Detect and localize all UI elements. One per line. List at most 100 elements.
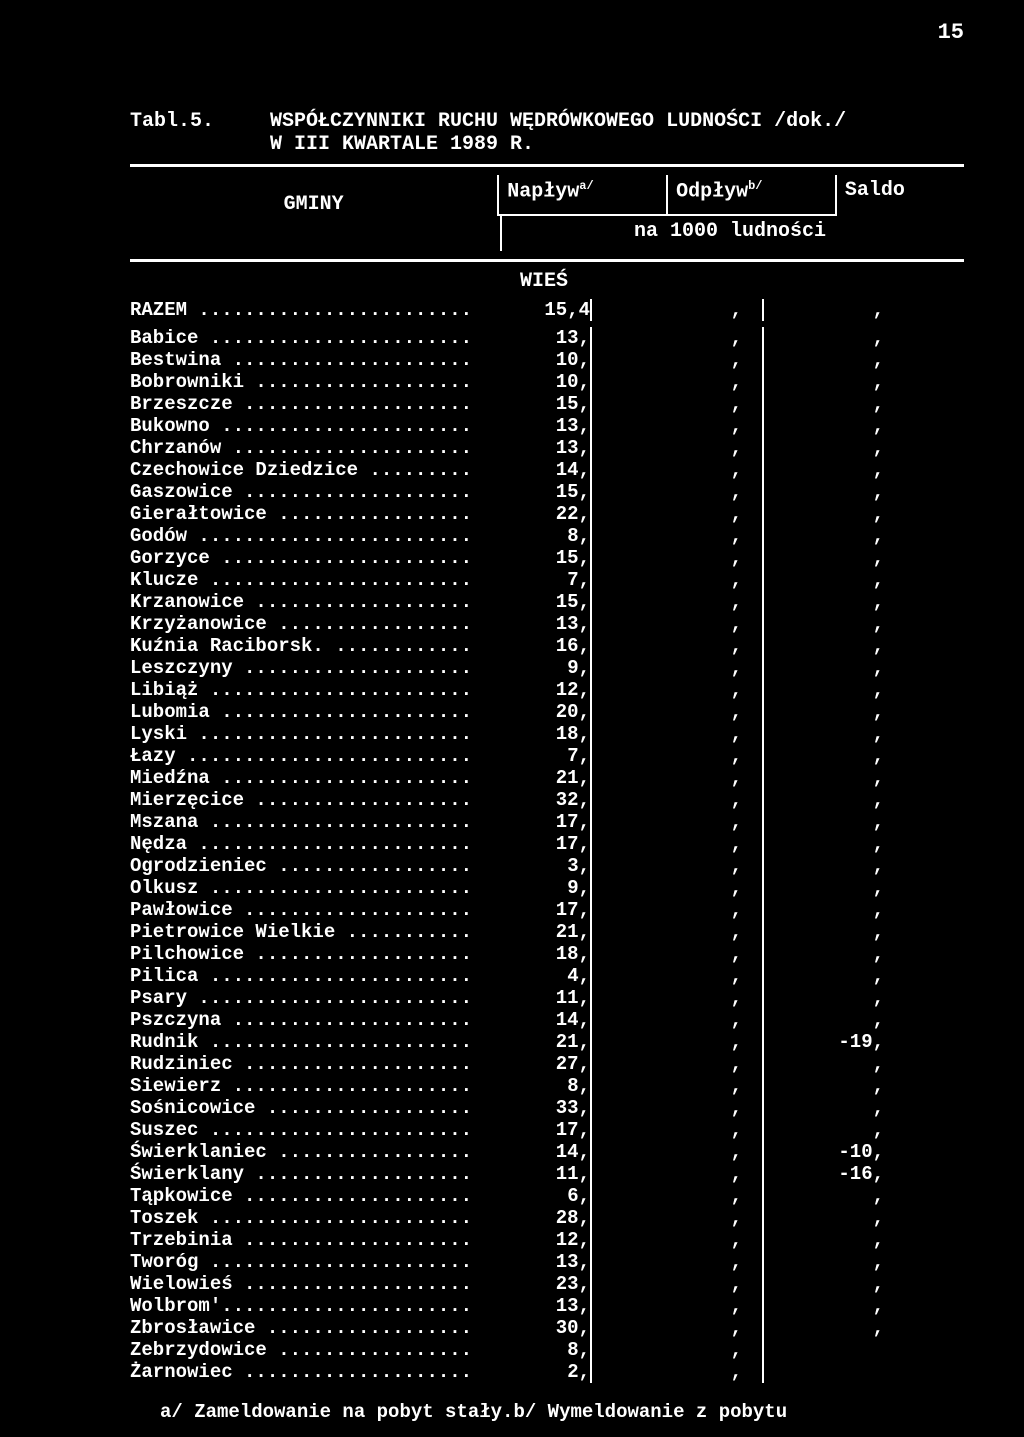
row-saldo: -19, [764,1031,899,1053]
col-odplyw: Odpływb/ [666,175,835,216]
row-naplyw: 21, [500,1031,592,1053]
row-odplyw: , [592,591,764,613]
row-naplyw: 10, [500,349,592,371]
row-naplyw: 8, [500,1075,592,1097]
row-naplyw: 32, [500,789,592,811]
table-row: Klucze .......................7,,, [130,569,964,591]
row-saldo: , [764,635,899,657]
table-row: Leszczyny ....................9,,, [130,657,964,679]
table-row: Miedźna ......................21,,, [130,767,964,789]
row-odplyw: , [592,1229,764,1251]
table-row: Lyski ........................18,,, [130,723,964,745]
table-row: Sośnicowice ..................33,,, [130,1097,964,1119]
table-row: Ogrodzieniec .................3,,, [130,855,964,877]
page-number: 15 [938,20,964,45]
row-odplyw: , [592,1185,764,1207]
row-odplyw: , [592,1361,764,1383]
row-odplyw: , [592,415,764,437]
row-saldo: , [764,349,899,371]
row-odplyw: , [592,1119,764,1141]
table-row: Czechowice Dziedzice .........14,,, [130,459,964,481]
row-naplyw: 13, [500,1295,592,1317]
row-odplyw: , [592,1207,764,1229]
row-saldo: , [764,745,899,767]
row-saldo: , [764,1317,899,1339]
row-odplyw: , [592,371,764,393]
row-name: RAZEM ........................ [130,299,500,321]
table-row: Żarnowiec ....................2,, [130,1361,964,1383]
row-saldo: , [764,299,899,321]
table-row: Nędza ........................17,,, [130,833,964,855]
row-saldo: , [764,371,899,393]
row-naplyw: 14, [500,459,592,481]
row-saldo: , [764,1009,899,1031]
row-name: Pietrowice Wielkie ........... [130,921,500,943]
row-odplyw: , [592,525,764,547]
row-saldo: , [764,547,899,569]
row-name: Pilica ....................... [130,965,500,987]
row-name: Pszczyna ..................... [130,1009,500,1031]
row-saldo: , [764,393,899,415]
table-row: Siewierz .....................8,,, [130,1075,964,1097]
row-saldo: -10, [764,1141,899,1163]
row-naplyw: 11, [500,1163,592,1185]
row-saldo: , [764,481,899,503]
col-saldo: Saldo [835,175,964,216]
row-saldo: , [764,855,899,877]
row-naplyw: 15, [500,591,592,613]
row-naplyw: 12, [500,1229,592,1251]
row-odplyw: , [592,1031,764,1053]
row-odplyw: , [592,547,764,569]
row-naplyw: 21, [500,921,592,943]
row-odplyw: , [592,1075,764,1097]
title-row: Tabl.5. WSPÓŁCZYNNIKI RUCHU WĘDRÓWKOWEGO… [130,110,964,156]
col-sub: na 1000 ludności [500,216,950,251]
row-odplyw: , [592,635,764,657]
header-row2: na 1000 ludności [130,216,964,251]
row-name: Rudnik ....................... [130,1031,500,1053]
row-saldo: , [764,1097,899,1119]
row-name: Suszec ....................... [130,1119,500,1141]
title-line1: WSPÓŁCZYNNIKI RUCHU WĘDRÓWKOWEGO LUDNOŚC… [270,110,964,133]
row-name: Pawłowice .................... [130,899,500,921]
row-name: Tąpkowice .................... [130,1185,500,1207]
table-row: RAZEM ........................15,4,, [130,299,964,321]
row-name: Zbrosławice .................. [130,1317,500,1339]
row-odplyw: , [592,1097,764,1119]
row-odplyw: , [592,987,764,1009]
table-row: Libiąż .......................12,,, [130,679,964,701]
row-name: Miedźna ...................... [130,767,500,789]
table-row: Krzanowice ...................15,,, [130,591,964,613]
row-naplyw: 10, [500,371,592,393]
row-saldo: , [764,1185,899,1207]
row-odplyw: , [592,1163,764,1185]
row-naplyw: 23, [500,1273,592,1295]
row-odplyw: , [592,833,764,855]
row-naplyw: 17, [500,899,592,921]
row-saldo: , [764,1273,899,1295]
row-saldo [764,1361,899,1383]
row-odplyw: , [592,679,764,701]
row-naplyw: 20, [500,701,592,723]
row-odplyw: , [592,1053,764,1075]
row-naplyw: 17, [500,1119,592,1141]
table-row: Mierzęcice ...................32,,, [130,789,964,811]
title-line2: W III KWARTALE 1989 R. [270,133,964,156]
row-name: Mierzęcice ................... [130,789,500,811]
table-row: Świerklany ...................11,,-16, [130,1163,964,1185]
table-row: Pszczyna .....................14,,, [130,1009,964,1031]
row-odplyw: , [592,1317,764,1339]
row-name: Olkusz ....................... [130,877,500,899]
row-name: Gorzyce ...................... [130,547,500,569]
row-odplyw: , [592,899,764,921]
document-content: Tabl.5. WSPÓŁCZYNNIKI RUCHU WĘDRÓWKOWEGO… [0,0,1024,1423]
row-name: Świerklany ................... [130,1163,500,1185]
row-name: Zebrzydowice ................. [130,1339,500,1361]
row-name: Krzanowice ................... [130,591,500,613]
row-naplyw: 3, [500,855,592,877]
table-row: Bestwina .....................10,,, [130,349,964,371]
table-row: Pilchowice ...................18,,, [130,943,964,965]
row-name: Chrzanów ..................... [130,437,500,459]
row-naplyw: 2, [500,1361,592,1383]
row-odplyw: , [592,921,764,943]
